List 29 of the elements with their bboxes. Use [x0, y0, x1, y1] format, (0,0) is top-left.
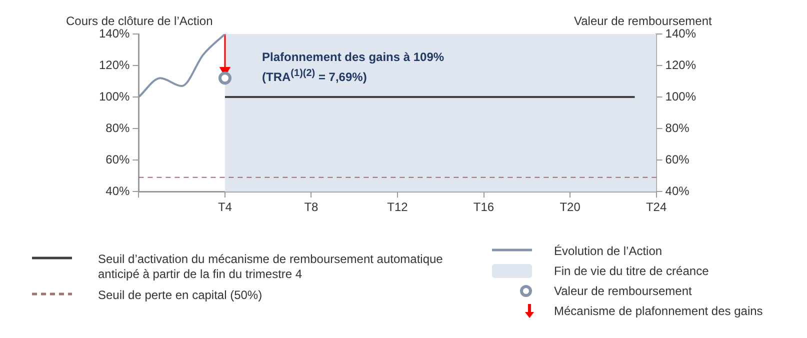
x-tick-label: T12 — [387, 200, 408, 214]
y-tick-label: 100% — [98, 89, 130, 104]
legend-label: Valeur de remboursement — [554, 284, 692, 299]
y2-tick-label: 80% — [665, 120, 690, 135]
x-tick-label: T4 — [218, 200, 232, 214]
y-tick-label: 120% — [98, 58, 130, 72]
legend-label: Seuil d’activation du mécanisme de remboursement automatique anticipé à partir de la fin du trimestre 4 — [98, 252, 444, 282]
y2-tick-label: 60% — [665, 152, 690, 166]
x-tick-label: T16 — [473, 200, 494, 214]
y2-tick-label: 40% — [665, 184, 690, 198]
y-tick-label: 40% — [106, 184, 130, 198]
annotation: Plafonnement des gains à 109% — [262, 50, 444, 64]
x-tick-label: T24 — [646, 200, 667, 214]
y2-axis-title: Valeur de remboursement — [574, 14, 712, 28]
legend-label: Seuil de perte en capital (50%) — [98, 288, 264, 303]
line-series — [138, 34, 226, 98]
y-tick-label: 60% — [106, 152, 130, 166]
x-tick-label: T20 — [560, 200, 581, 214]
legend-label: Mécanisme de plafonnement des gains — [554, 304, 763, 319]
y-tick-label: 140% — [98, 26, 130, 40]
y2-tick-label: 140% — [665, 26, 696, 40]
x-tick-label: T8 — [304, 200, 319, 214]
legend-label: Évolution de l’Action — [554, 244, 662, 259]
y-tick-label: 80% — [106, 120, 130, 135]
y2-tick-label: 100% — [665, 89, 696, 104]
y-axis-title: Cours de clôture de l’Action — [66, 14, 213, 28]
y2-tick-label: 120% — [665, 58, 696, 72]
legend-label: Fin de vie du titre de créance — [554, 264, 709, 279]
annotation: (TRA$^{(1)(2)}$ = 7,69%) — [262, 68, 367, 84]
